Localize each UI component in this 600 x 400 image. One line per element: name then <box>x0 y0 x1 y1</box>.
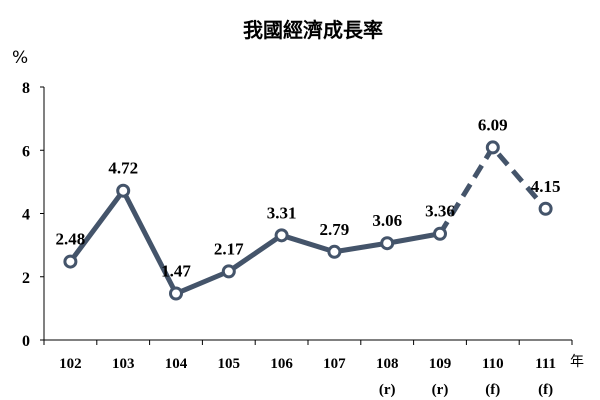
y-tick-label: 2 <box>22 270 30 287</box>
y-tick-label: 8 <box>22 80 30 97</box>
data-label: 2.79 <box>320 220 350 239</box>
data-point <box>63 254 78 269</box>
data-point <box>433 226 447 241</box>
y-tick-label: 0 <box>22 333 30 350</box>
x-tick-label: 105 <box>218 356 241 372</box>
series-line <box>67 143 548 297</box>
y-tick-labels: 0 2 4 6 8 <box>22 80 30 350</box>
x-tick-labels: 102 103 104 105 106 107 108 (r) 109 (r) 110 (f) 111 (… <box>59 356 556 398</box>
y-tick-label: 4 <box>22 207 30 224</box>
x-axis-unit: 年 <box>570 354 584 370</box>
data-point <box>274 228 289 243</box>
axes <box>40 86 573 345</box>
x-tick-label: 103 <box>112 356 135 372</box>
data-point <box>221 264 236 279</box>
x-tick-label: 104 <box>165 356 188 372</box>
data-markers <box>63 140 553 301</box>
x-tick-note: (r) <box>432 382 449 398</box>
x-tick-label: 102 <box>59 356 82 372</box>
x-tick-note: (f) <box>485 382 500 398</box>
data-label: 4.15 <box>531 177 561 196</box>
data-point <box>169 286 183 301</box>
data-point <box>485 140 500 155</box>
x-tick-label: 110 <box>482 356 504 372</box>
data-label: 2.17 <box>214 239 244 258</box>
x-tick-label: 109 <box>429 356 452 372</box>
data-label: 6.09 <box>478 115 508 134</box>
y-axis-unit: % <box>12 48 28 68</box>
x-tick-label: 111 <box>535 356 556 372</box>
data-point <box>538 201 553 216</box>
data-label: 3.06 <box>372 211 402 230</box>
series-line-actual <box>67 188 443 297</box>
data-point <box>380 236 395 251</box>
x-tick-label: 108 <box>376 356 399 372</box>
x-tick-note: (r) <box>379 382 396 398</box>
y-tick-label: 6 <box>22 143 30 160</box>
data-point <box>327 244 342 259</box>
data-point <box>116 183 131 198</box>
x-tick-label: 107 <box>323 356 346 372</box>
data-label: 2.48 <box>56 230 86 249</box>
data-label: 4.72 <box>108 159 138 178</box>
data-label: 3.36 <box>425 202 455 221</box>
chart-title: 我國經濟成長率 <box>243 18 383 42</box>
data-label: 1.47 <box>161 262 191 281</box>
data-label: 3.31 <box>267 203 297 222</box>
x-tick-note: (f) <box>538 382 553 398</box>
data-labels: 2.48 4.72 1.47 2.17 3.31 2.79 3.06 3.36 6.09 4.15 <box>56 115 561 280</box>
x-tick-label: 106 <box>270 356 293 372</box>
